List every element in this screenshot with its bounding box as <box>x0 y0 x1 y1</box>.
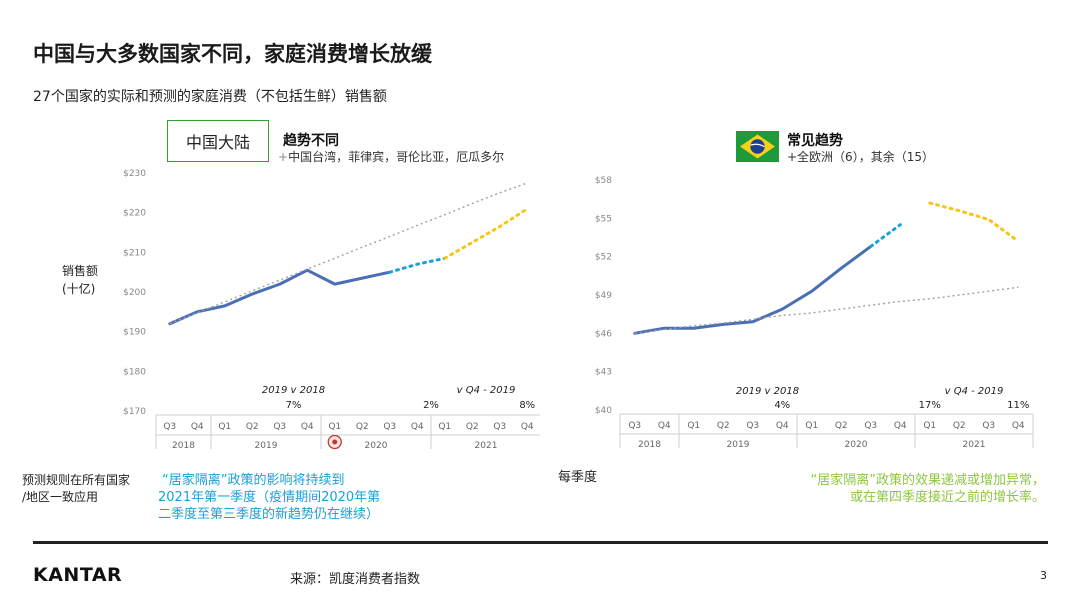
growth-label: 17% <box>919 400 941 411</box>
x-tick-label: Q3 <box>982 421 995 431</box>
x-tick-label: Q1 <box>805 421 818 431</box>
x-year-label: 2018 <box>638 440 661 450</box>
growth-label: 7% <box>286 400 302 411</box>
x-tick-label: Q1 <box>923 421 936 431</box>
stay-home-note-line: “居家隔离”政策的影响将持续到 <box>162 473 345 488</box>
x-tick-label: Q4 <box>894 421 907 431</box>
x-tick-label: Q3 <box>864 421 877 431</box>
y-tick-label: $43 <box>595 368 612 378</box>
y-tick-label: $170 <box>123 407 146 417</box>
series-line-actual <box>168 268 392 326</box>
right-trend-subtitle: +全欧洲（6），其余（15） <box>787 150 934 164</box>
y-tick-label: $55 <box>595 214 612 224</box>
x-tick-label: Q2 <box>953 421 966 431</box>
y-tick-label: $200 <box>123 288 146 298</box>
y-tick-label: $230 <box>123 169 146 179</box>
brazil-chart: $40 $43 $46 $49 $52 $55 $58 2018 2019 2020 2021 Q3 Q… <box>595 176 1034 450</box>
x-tick-label: Q3 <box>746 421 759 431</box>
x-tick-label: Q1 <box>687 421 700 431</box>
y-tick-label: $40 <box>595 406 612 416</box>
x-tick-label: Q2 <box>717 421 730 431</box>
rule-note-line: /地区一致应用 <box>22 490 99 504</box>
rule-note-line: 预测规则在所有国家 <box>22 473 131 487</box>
kantar-logo: KANTAR <box>33 564 123 586</box>
virus-icon-core <box>332 439 338 445</box>
x-year-label: 2021 <box>475 441 498 450</box>
x-tick-label: Q3 <box>628 421 641 431</box>
growth-label: 8% <box>519 400 535 411</box>
series-line-forecast-q4 <box>869 223 902 248</box>
x-year-label: 2020 <box>845 440 868 450</box>
y-tick-label: $46 <box>595 329 612 339</box>
series-line-forecast-2021 <box>928 201 1020 243</box>
x-tick-label: Q3 <box>273 422 286 432</box>
x-tick-label: Q3 <box>493 422 506 432</box>
annotation-label: 2019 v 2018 <box>736 386 799 397</box>
y-axis-unit: (十亿) <box>62 282 96 296</box>
plus-sign: + <box>278 150 289 164</box>
diminishing-note-line: “居家隔离”政策的效果递减或增加异常， <box>810 473 1045 488</box>
x-tick-label: Q1 <box>328 422 341 432</box>
y-tick-label: $210 <box>123 248 146 258</box>
annotation-label: 2019 v 2018 <box>262 385 325 396</box>
growth-label: 2% <box>423 400 439 411</box>
x-tick-label: Q4 <box>301 422 314 432</box>
x-tick-label: Q4 <box>191 422 204 432</box>
left-trend-title: 趋势不同 <box>283 133 339 149</box>
x-tick-label: Q2 <box>835 421 848 431</box>
x-year-label: 2021 <box>963 440 986 450</box>
annotation-label: v Q4 - 2019 <box>945 386 1004 397</box>
x-year-label: 2019 <box>727 440 750 450</box>
page-title: 中国与大多数国家不同，家庭消费增长放缓 <box>33 42 432 66</box>
x-tick-label: Q4 <box>658 421 671 431</box>
x-tick-label: Q4 <box>411 422 424 432</box>
series-line-trend <box>634 286 1019 334</box>
diminishing-note-line: 或在第四季度接近之前的增长率。 <box>849 490 1045 505</box>
footer-divider <box>33 541 1048 544</box>
right-trend-title: 常见趋势 <box>787 133 843 149</box>
stay-home-note-line: 二季度至第三季度的新趋势仍在继续） <box>158 507 380 522</box>
china-label-box: 中国大陆 <box>167 120 269 162</box>
x-tick-label: Q3 <box>383 422 396 432</box>
y-tick-label: $220 <box>123 209 146 219</box>
series-line-trend <box>169 182 528 325</box>
page-subtitle: 27个国家的实际和预测的家庭消费（不包括生鲜）销售额 <box>33 89 387 105</box>
brazil-flag-icon <box>736 131 779 162</box>
series-line-actual <box>633 244 873 335</box>
x-tick-label: Q3 <box>163 422 176 432</box>
x-tick-label: Q4 <box>1012 421 1025 431</box>
left-trend-subtitle: +中国台湾，菲律宾，哥伦比亚，厄瓜多尔 <box>278 148 504 165</box>
y-tick-label: $52 <box>595 253 612 263</box>
x-year-label: 2020 <box>365 441 388 450</box>
x-tick-label: Q4 <box>776 421 789 431</box>
source-note: 来源：凯度消费者指数 <box>290 572 421 587</box>
x-tick-label: Q4 <box>521 422 534 432</box>
left-trend-countries: 中国台湾，菲律宾，哥伦比亚，厄瓜多尔 <box>288 150 505 164</box>
stay-home-note-line: 2021年第一季度（疫情期间2020年第 <box>158 490 381 505</box>
china-chart: $170 $180 $190 $200 $210 $220 $230 2018 2019 2020… <box>123 169 540 450</box>
rule-note: 预测规则在所有国家 /地区一致应用 <box>22 472 130 506</box>
x-tick-label: Q2 <box>466 422 479 432</box>
x-tick-label: Q1 <box>438 422 451 432</box>
x-tick-label: Q1 <box>218 422 231 432</box>
annotation-label: v Q4 - 2019 <box>457 385 516 396</box>
x-year-label: 2019 <box>255 441 278 450</box>
page-number: 3 <box>1040 569 1047 582</box>
y-tick-label: $58 <box>595 176 612 186</box>
series-line-forecast-q4 <box>388 256 447 274</box>
x-year-label: 2018 <box>172 441 195 450</box>
y-tick-label: $180 <box>123 367 146 377</box>
per-quarter-label: 每季度 <box>558 470 598 485</box>
y-tick-label: $190 <box>123 328 146 338</box>
y-axis-label: 销售额 <box>62 264 99 278</box>
stay-home-note: “居家隔离”政策的影响将持续到 2021年第一季度（疫情期间2020年第 二季度… <box>158 472 380 523</box>
growth-label: 11% <box>1007 400 1029 411</box>
x-tick-label: Q2 <box>246 422 259 432</box>
y-tick-label: $49 <box>595 291 612 301</box>
growth-label: 4% <box>774 400 790 411</box>
x-tick-label: Q2 <box>356 422 369 432</box>
series-line-forecast-2021 <box>443 207 529 260</box>
diminishing-effect-note: “居家隔离”政策的效果递减或增加异常， 或在第四季度接近之前的增长率。 <box>760 472 1045 506</box>
